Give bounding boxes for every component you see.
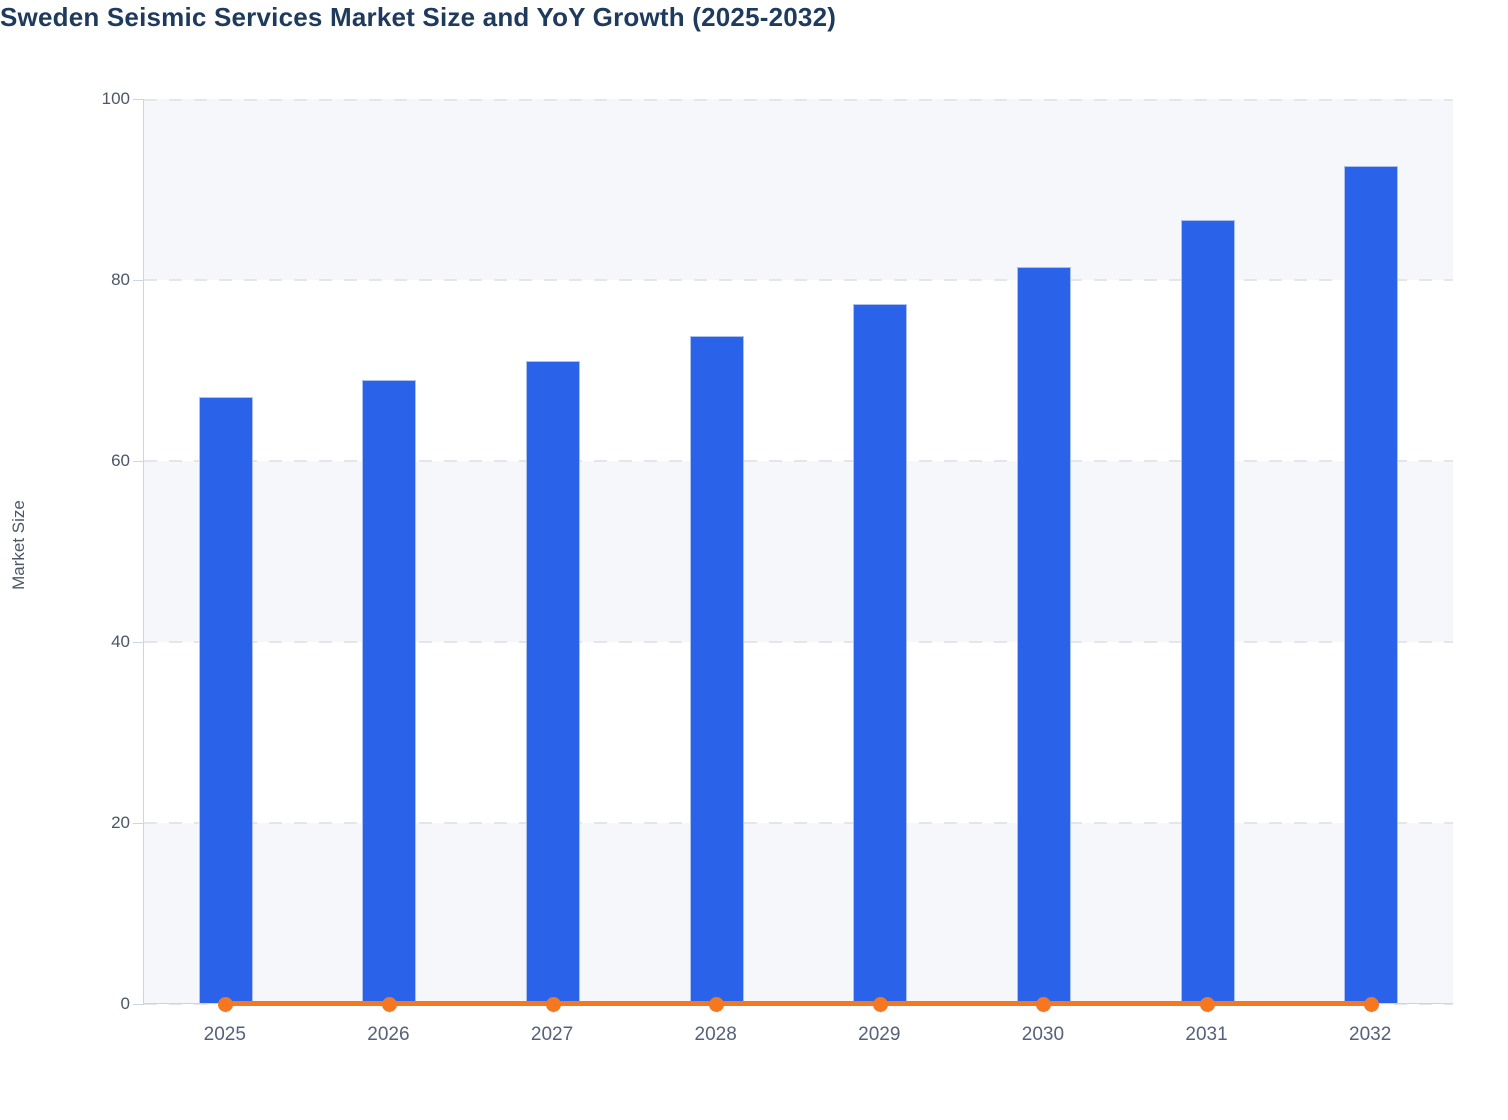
y-tick-0 — [133, 1004, 144, 1005]
yoy-marker-2031[interactable] — [1200, 997, 1216, 1012]
y-tick-20 — [133, 823, 144, 824]
x-axis-label-2026: 2026 — [367, 1024, 410, 1045]
bar-2025[interactable] — [198, 396, 253, 1004]
gridline-20 — [144, 822, 1453, 824]
x-axis-label-2028: 2028 — [694, 1024, 737, 1045]
y-axis-label-60: 60 — [111, 451, 130, 470]
yoy-marker-2029[interactable] — [872, 997, 888, 1012]
yoy-growth-line[interactable] — [225, 1001, 1372, 1006]
bar-2030[interactable] — [1016, 267, 1071, 1004]
gridline-80 — [144, 279, 1453, 281]
x-axis-label-2027: 2027 — [530, 1024, 574, 1045]
y-axis-label-20: 20 — [111, 813, 130, 832]
plot-band-80-100 — [144, 99, 1453, 280]
y-axis-label-100: 100 — [101, 89, 130, 108]
plot-band-0-20 — [144, 823, 1453, 1004]
bar-2028[interactable] — [689, 336, 744, 1004]
bar-2031[interactable] — [1180, 220, 1235, 1004]
yoy-marker-2028[interactable] — [709, 997, 725, 1012]
x-axis-label-2030: 2030 — [1021, 1024, 1065, 1045]
plot-area — [133, 99, 1453, 1013]
plot-band-40-60 — [144, 461, 1453, 642]
y-axis-label-80: 80 — [111, 270, 130, 289]
x-axis-label-2029: 2029 — [858, 1024, 901, 1045]
chart-title: Sweden Seismic Services Market Size and … — [0, 2, 837, 32]
x-axis-label-2025: 2025 — [203, 1024, 246, 1045]
bar-2029[interactable] — [853, 304, 908, 1004]
y-axis-title: Market Size — [9, 500, 28, 590]
gridline-60 — [144, 460, 1453, 462]
gridline-100 — [144, 99, 1453, 101]
y-axis-label-0: 0 — [120, 994, 130, 1013]
y-tick-80 — [133, 280, 144, 281]
y-tick-40 — [133, 642, 144, 643]
yoy-marker-2026[interactable] — [381, 997, 397, 1012]
y-axis-label-40: 40 — [111, 632, 130, 651]
yoy-marker-2025[interactable] — [218, 997, 234, 1012]
yoy-marker-2030[interactable] — [1036, 997, 1052, 1012]
yoy-marker-2032[interactable] — [1363, 997, 1379, 1012]
y-tick-60 — [133, 461, 144, 462]
x-axis-label-2031: 2031 — [1185, 1024, 1228, 1045]
yoy-marker-2027[interactable] — [545, 997, 561, 1012]
x-axis-label-2032: 2032 — [1349, 1024, 1392, 1045]
bar-2026[interactable] — [362, 380, 417, 1004]
gridline-40 — [144, 641, 1453, 643]
y-tick-100 — [133, 99, 144, 100]
bar-2032[interactable] — [1344, 165, 1399, 1004]
bar-2027[interactable] — [526, 360, 581, 1004]
